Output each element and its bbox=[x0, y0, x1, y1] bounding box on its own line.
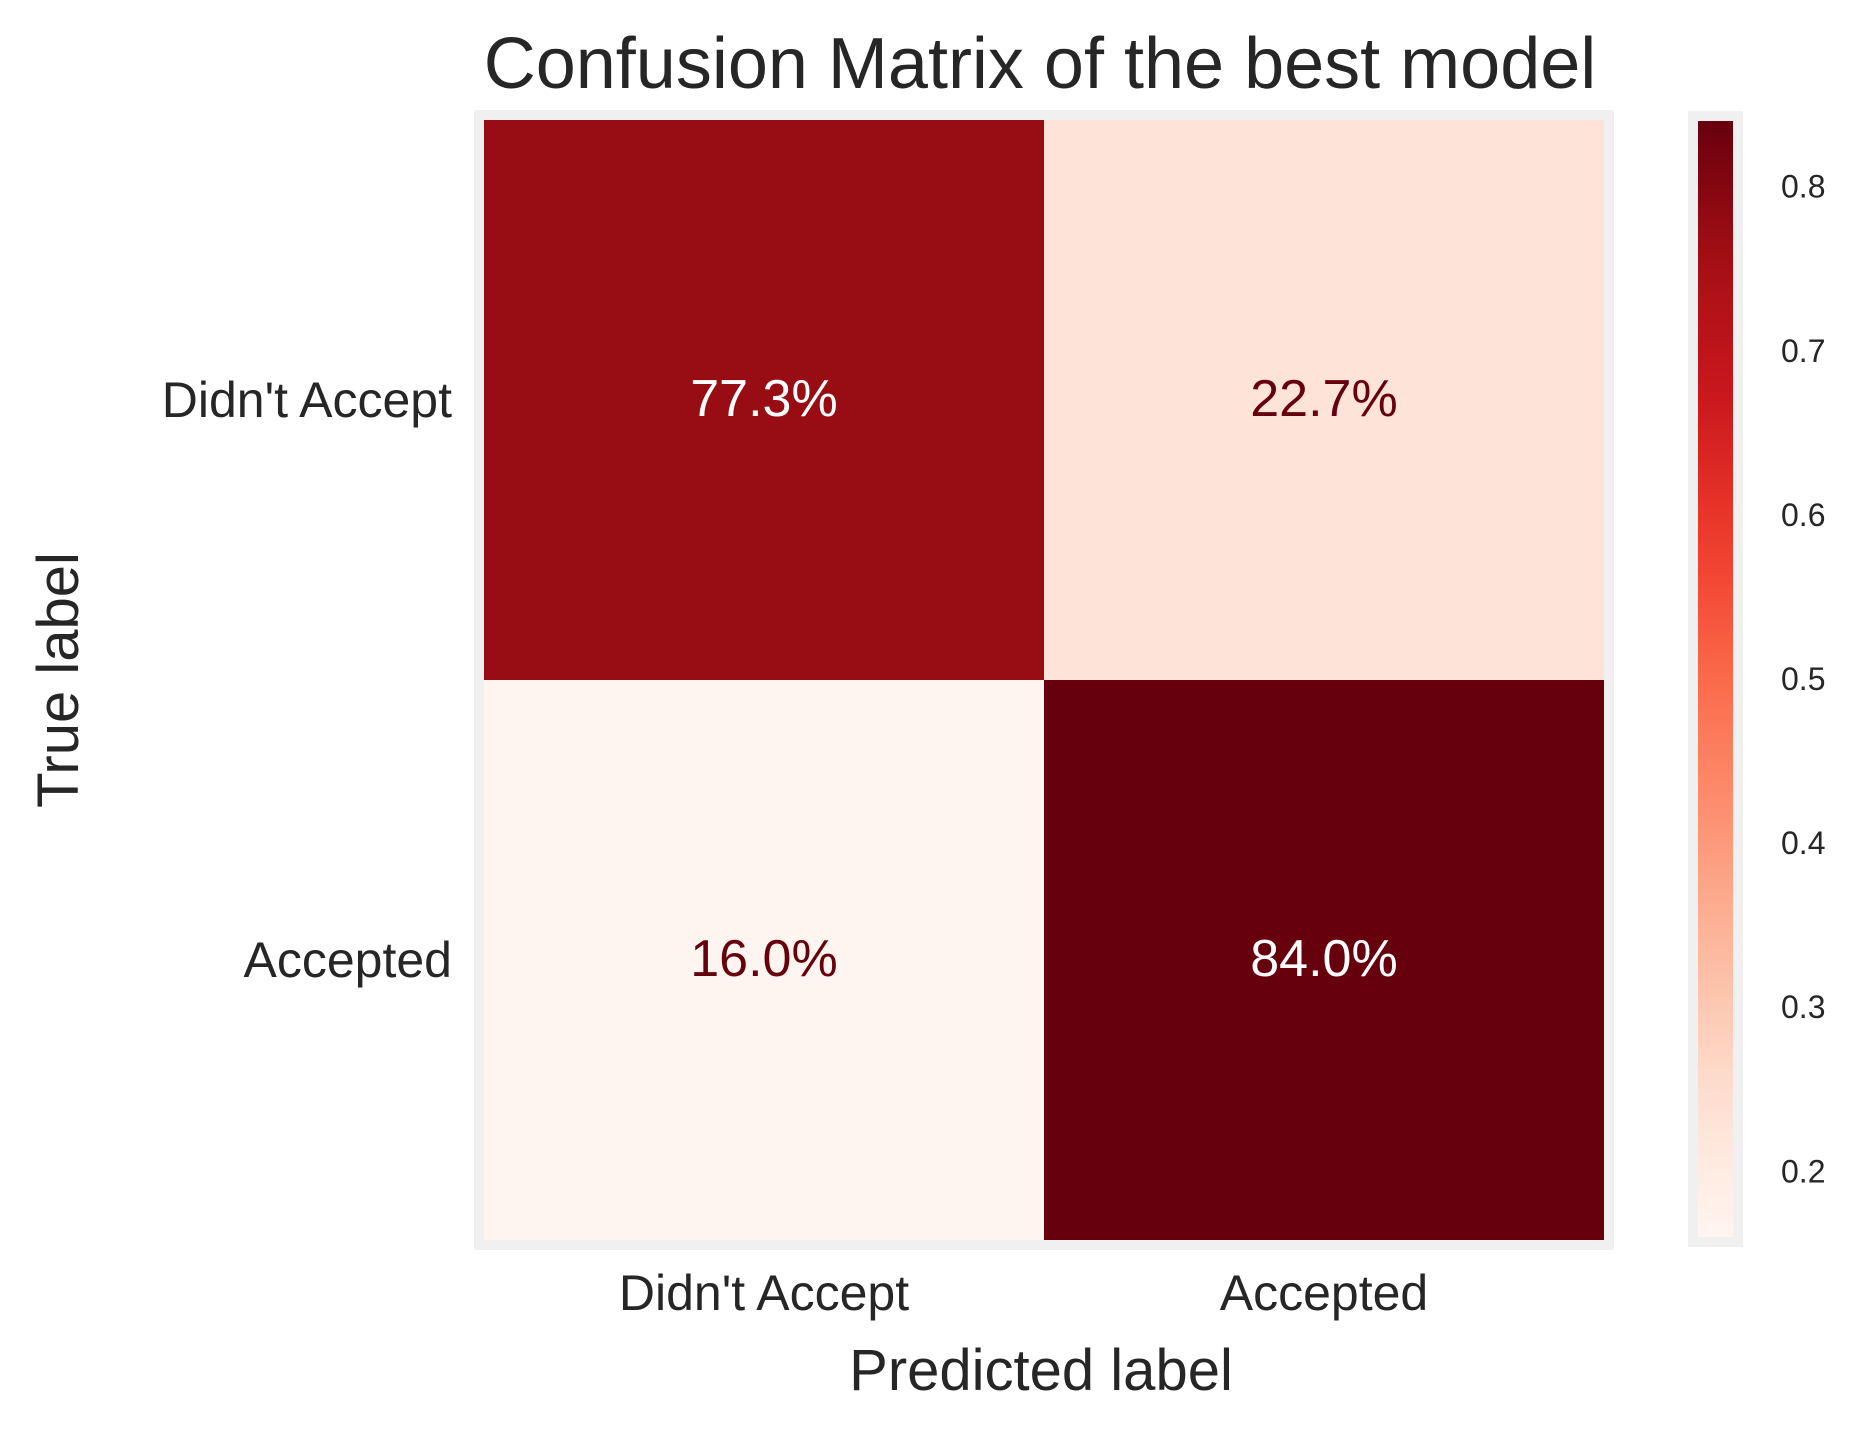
colorbar-tick-label: 0.3 bbox=[1781, 989, 1825, 1025]
colorbar-tick-label: 0.6 bbox=[1781, 497, 1825, 533]
heatmap-cell-r1-c0 bbox=[484, 680, 1044, 1240]
chart-title: Confusion Matrix of the best model bbox=[484, 24, 1597, 104]
x-tick-label: Didn't Accept bbox=[619, 1265, 909, 1321]
x-tick-label: Accepted bbox=[1220, 1265, 1428, 1321]
colorbar-tick-labels: 0.2 0.3 0.4 0.5 0.6 0.7 0.8 bbox=[1781, 169, 1825, 1190]
cell-value-label: 84.0% bbox=[1250, 930, 1397, 988]
plot-frame bbox=[474, 110, 1614, 1250]
heatmap-cell-r0-c0 bbox=[484, 120, 1044, 680]
y-tick-labels: Didn't Accept Accepted bbox=[162, 372, 452, 988]
colorbar-tick-label: 0.4 bbox=[1781, 825, 1825, 861]
cell-value-label: 16.0% bbox=[690, 930, 837, 988]
y-tick-label: Didn't Accept bbox=[162, 372, 452, 428]
x-tick-labels: Didn't Accept Accepted bbox=[619, 1265, 1428, 1321]
cell-labels: 77.3% 22.7% 16.0% 84.0% bbox=[690, 370, 1397, 988]
heatmap-cell-r0-c1 bbox=[1044, 120, 1604, 680]
x-axis-label: Predicted label bbox=[849, 1338, 1233, 1403]
colorbar-tick-label: 0.5 bbox=[1781, 661, 1825, 697]
heatmap-cells bbox=[484, 120, 1604, 1240]
y-axis-label: True label bbox=[26, 552, 91, 808]
colorbar-frame bbox=[1688, 111, 1743, 1247]
colorbar-tick-label: 0.2 bbox=[1781, 1153, 1825, 1189]
colorbar-tick-label: 0.8 bbox=[1781, 169, 1825, 205]
colorbar bbox=[1698, 121, 1733, 1237]
colorbar-tick-label: 0.7 bbox=[1781, 333, 1825, 369]
y-tick-label: Accepted bbox=[244, 932, 452, 988]
cell-value-label: 22.7% bbox=[1250, 370, 1397, 428]
heatmap-cell-r1-c1 bbox=[1044, 680, 1604, 1240]
cell-value-label: 77.3% bbox=[690, 370, 837, 428]
